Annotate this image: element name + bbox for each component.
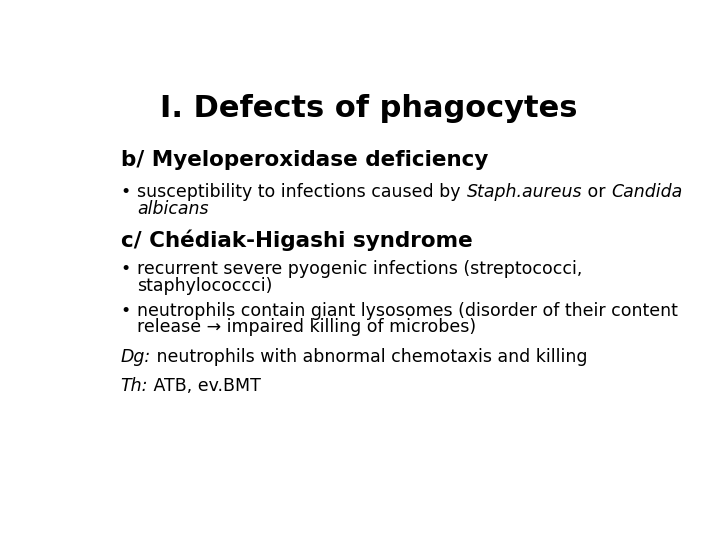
Text: •: • bbox=[121, 260, 131, 278]
Text: recurrent severe pyogenic infections (streptococci,: recurrent severe pyogenic infections (st… bbox=[138, 260, 582, 278]
Text: c/ Chédiak-Higashi syndrome: c/ Chédiak-Higashi syndrome bbox=[121, 229, 472, 251]
Text: Candida: Candida bbox=[611, 183, 682, 201]
Text: b/ Myeloperoxidase deficiency: b/ Myeloperoxidase deficiency bbox=[121, 150, 488, 170]
Text: susceptibility to infections caused by: susceptibility to infections caused by bbox=[138, 183, 467, 201]
Text: staphylococcci): staphylococcci) bbox=[138, 277, 273, 295]
Text: ATB, ev.BMT: ATB, ev.BMT bbox=[148, 377, 261, 395]
Text: I. Defects of phagocytes: I. Defects of phagocytes bbox=[161, 94, 577, 123]
Text: albicans: albicans bbox=[138, 200, 209, 218]
Text: Th:: Th: bbox=[121, 377, 148, 395]
Text: Dg:: Dg: bbox=[121, 348, 151, 366]
Text: •: • bbox=[121, 183, 131, 201]
Text: or: or bbox=[582, 183, 611, 201]
Text: neutrophils with abnormal chemotaxis and killing: neutrophils with abnormal chemotaxis and… bbox=[151, 348, 588, 366]
Text: release → impaired killing of microbes): release → impaired killing of microbes) bbox=[138, 319, 477, 336]
Text: •: • bbox=[121, 302, 131, 320]
Text: Staph.aureus: Staph.aureus bbox=[467, 183, 582, 201]
Text: neutrophils contain giant lysosomes (disorder of their content: neutrophils contain giant lysosomes (dis… bbox=[138, 302, 678, 320]
